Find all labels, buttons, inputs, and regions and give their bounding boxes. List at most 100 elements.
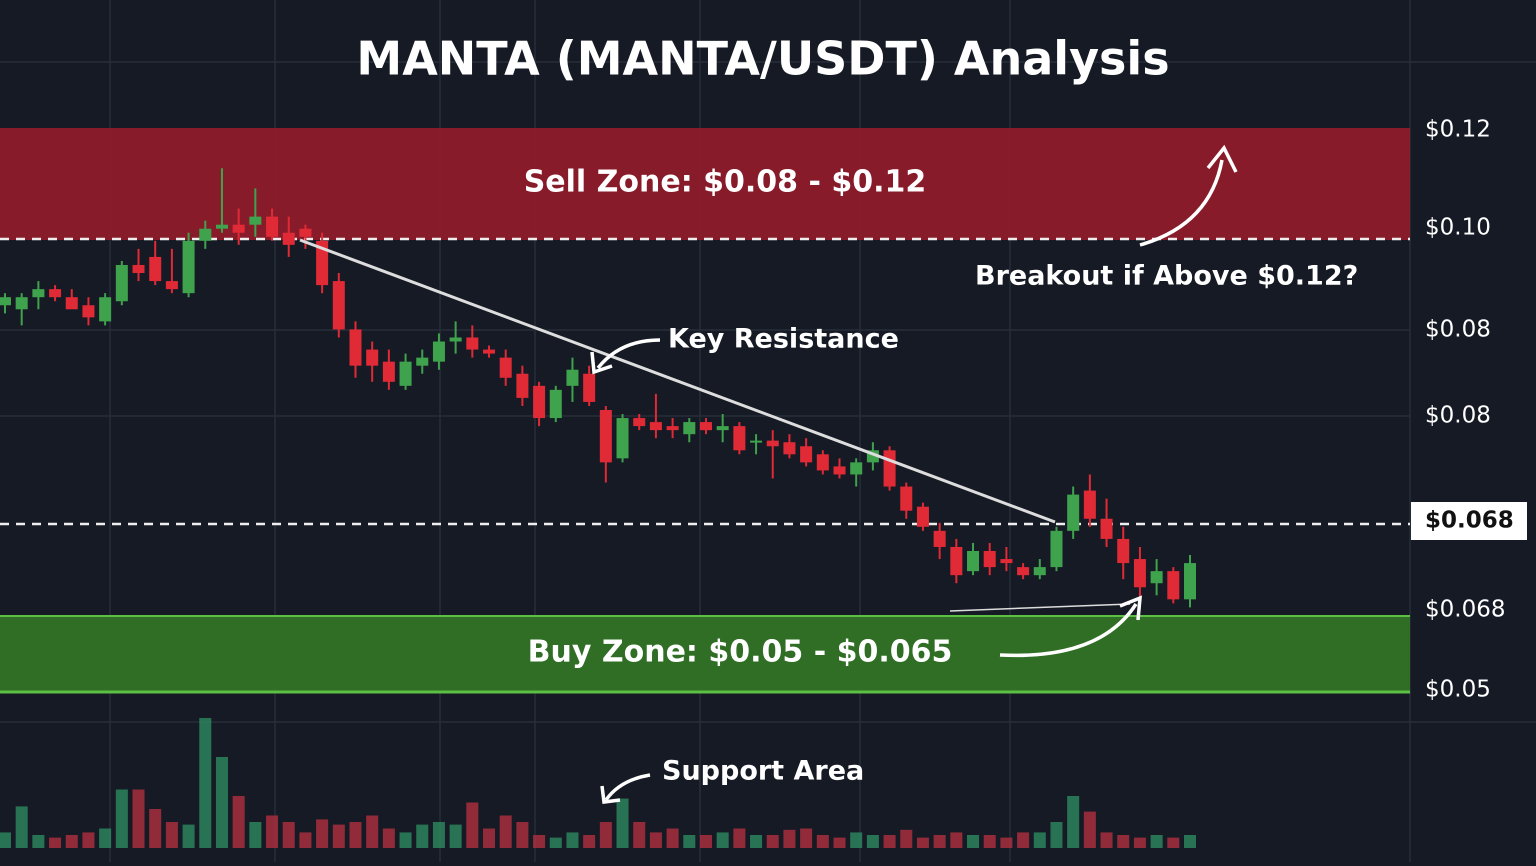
candle-body <box>583 373 596 402</box>
price-label: $0.12 <box>1425 117 1491 143</box>
volume-bar <box>466 802 479 848</box>
volume-bar <box>833 837 846 848</box>
candle-body <box>366 349 379 366</box>
volume-bar <box>933 835 946 848</box>
candle-body <box>299 228 312 237</box>
candle-body <box>716 426 729 431</box>
annotation: Key Resistance <box>668 324 899 355</box>
volume-bar <box>366 815 379 848</box>
candle-body <box>549 389 562 419</box>
volume-bar <box>316 819 329 848</box>
candle-body <box>249 216 262 225</box>
current-price-box <box>1411 502 1527 540</box>
volume-bar <box>299 832 312 848</box>
candle-body <box>750 440 763 443</box>
candle-body <box>149 256 162 282</box>
candle-body <box>382 361 395 382</box>
volume-bar <box>399 832 412 848</box>
volume-bar <box>666 828 679 848</box>
candle-body <box>182 240 195 294</box>
candle-body <box>32 289 45 298</box>
price-label: $0.08 <box>1425 403 1491 429</box>
volume-bar <box>449 824 462 848</box>
volume-bar <box>1017 832 1030 848</box>
candle-body <box>1083 490 1096 519</box>
candle-body <box>883 450 896 487</box>
volume-bar <box>1133 837 1146 848</box>
volume-bar <box>1167 837 1180 848</box>
candle-body <box>499 357 512 378</box>
candle-body <box>533 385 546 419</box>
volume-bar <box>583 835 596 848</box>
candle-body <box>466 337 479 350</box>
volume-bar <box>883 835 896 848</box>
volume-bar <box>0 832 12 848</box>
candle-body <box>0 297 12 306</box>
volume-bar <box>232 796 245 848</box>
price-label: $0.068 <box>1425 508 1514 534</box>
volume-bar <box>699 835 712 848</box>
volume-bar <box>132 789 145 848</box>
annotation: Breakout if Above $0.12? <box>975 261 1358 292</box>
volume-bar <box>65 835 78 848</box>
volume-bar <box>549 837 562 848</box>
volume-bar <box>716 832 729 848</box>
annotation: Support Area <box>662 756 864 787</box>
buy-zone-label: Buy Zone: $0.05 - $0.065 <box>528 635 953 670</box>
volume-bar <box>215 757 228 848</box>
candle-body <box>1150 571 1163 584</box>
volume-bar <box>149 809 162 848</box>
volume-bar <box>1150 835 1163 848</box>
candle-body <box>850 462 863 475</box>
candle-body <box>1050 530 1063 568</box>
volume-bar <box>1000 837 1013 848</box>
volume-bar <box>533 835 546 848</box>
volume-bar <box>1050 822 1063 848</box>
volume-bar <box>483 828 496 848</box>
trend-line <box>299 238 1056 524</box>
buy-zone <box>0 616 1410 692</box>
volume-bar <box>1117 835 1130 848</box>
price-label: $0.05 <box>1425 677 1491 703</box>
candle-body <box>282 232 295 245</box>
volume-bar <box>349 822 362 848</box>
candle-body <box>833 466 846 475</box>
volume-bar <box>1100 832 1113 848</box>
candle-body <box>1133 559 1146 588</box>
sell-zone <box>0 128 1410 240</box>
candle-body <box>1117 538 1130 564</box>
volume-bar <box>165 822 178 848</box>
candle-body <box>1167 571 1180 600</box>
candle-body <box>132 264 145 274</box>
volume-bar <box>1083 811 1096 848</box>
candle-body <box>1017 567 1030 576</box>
candle-body <box>65 297 78 310</box>
volume-bar <box>182 824 195 848</box>
candle-body <box>983 551 996 568</box>
volume-bar <box>1067 796 1080 848</box>
volume-bar <box>49 837 62 848</box>
candle-body <box>516 373 529 398</box>
volume-bar <box>499 815 512 848</box>
volume-bar <box>766 835 779 848</box>
support-line <box>949 603 1131 612</box>
candle-body <box>266 216 279 237</box>
volume-bar <box>199 718 212 848</box>
candle-body <box>49 289 62 298</box>
candle-body <box>649 422 662 431</box>
price-axis: $0.12 $0.10 $0.08 $0.08 $0.068 $0.068 $0.05 <box>1425 117 1514 703</box>
price-label: $0.068 <box>1425 597 1505 623</box>
volume-bar <box>950 832 963 848</box>
volume-bar <box>800 828 813 848</box>
candle-body <box>933 530 946 547</box>
candle-body <box>432 341 445 362</box>
volume <box>0 718 1197 848</box>
volume-bar <box>649 832 662 848</box>
candle-body <box>316 240 329 286</box>
volume-bar <box>633 822 646 848</box>
volume-bar <box>816 835 829 848</box>
volume-bar <box>99 828 112 848</box>
volume-bar <box>566 832 579 848</box>
candle-body <box>349 329 362 366</box>
